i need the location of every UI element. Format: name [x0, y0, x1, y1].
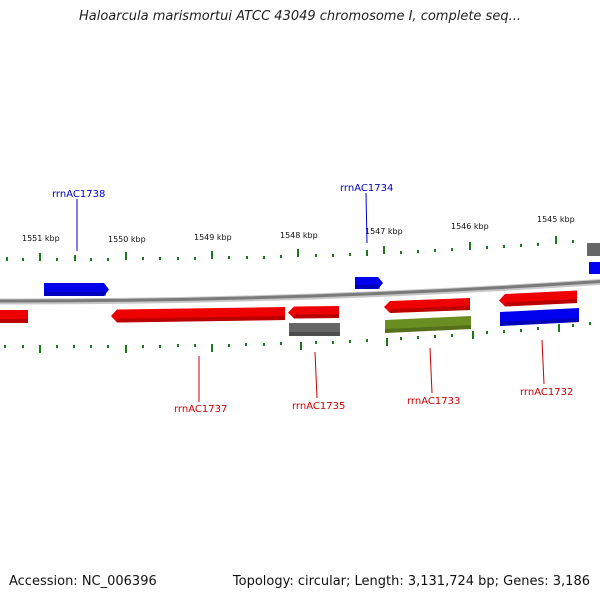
- scale-label-1546: 1546 kbp: [451, 222, 489, 231]
- gene-rrnAC1737-shadow: [117, 316, 285, 323]
- gene-rrnAC1733-shadow: [390, 306, 470, 313]
- lower-tick-ruler: [4, 322, 591, 353]
- scale-label-1551: 1551 kbp: [22, 234, 60, 243]
- gene-partial-left-red-shadow: [0, 319, 28, 323]
- label-rrnAC1734[interactable]: rrnAC1734: [340, 183, 393, 194]
- map-title: Haloarcula marismortui ATCC 43049 chromo…: [79, 9, 521, 24]
- chromosome-backbone-core: [0, 280, 600, 303]
- leader-line-rrnAC1735: [314, 351, 318, 399]
- label-rrnAC1738[interactable]: rrnAC1738: [52, 189, 105, 200]
- label-rrnAC1733[interactable]: rrnAC1733: [407, 396, 460, 407]
- scale-label-1549: 1549 kbp: [194, 233, 232, 242]
- scale-label-1548: 1548 kbp: [280, 231, 318, 240]
- gene-partial-right-blue[interactable]: [589, 262, 600, 274]
- upper-tick-ruler: [6, 236, 574, 261]
- gene-rrnAC1732-shadow: [505, 299, 577, 307]
- label-rrnAC1737[interactable]: rrnAC1737: [174, 404, 227, 415]
- scale-label-1545: 1545 kbp: [537, 215, 575, 224]
- leader-line-rrnAC1733: [429, 347, 433, 394]
- genome-summary-text: Topology: circular; Length: 3,131,724 bp…: [232, 574, 590, 589]
- leader-line-rrnAC1734: [365, 192, 368, 244]
- feature-rrnAC1735-grey-shadow: [289, 332, 340, 336]
- scale-label-1547: 1547 kbp: [365, 227, 403, 236]
- feature-rrnAC1733-green-shadow: [385, 325, 471, 333]
- gene-partial-right-grey[interactable]: [587, 243, 600, 256]
- gene-rrnAC1735-shadow: [294, 314, 339, 319]
- gene-rrnAC1738-shadow: [44, 292, 106, 296]
- leader-line-rrnAC1732: [541, 339, 545, 385]
- scale-label-1550: 1550 kbp: [108, 235, 146, 244]
- feature-rrnAC1732-blue-shadow: [500, 318, 579, 326]
- label-rrnAC1732[interactable]: rrnAC1732: [520, 387, 573, 398]
- reverse-features: [0, 290, 579, 336]
- label-rrnAC1735[interactable]: rrnAC1735: [292, 401, 345, 412]
- gene-rrnAC1734-shadow: [355, 285, 380, 289]
- accession-text: Accession: NC_006396: [9, 574, 157, 589]
- forward-features: [44, 243, 600, 296]
